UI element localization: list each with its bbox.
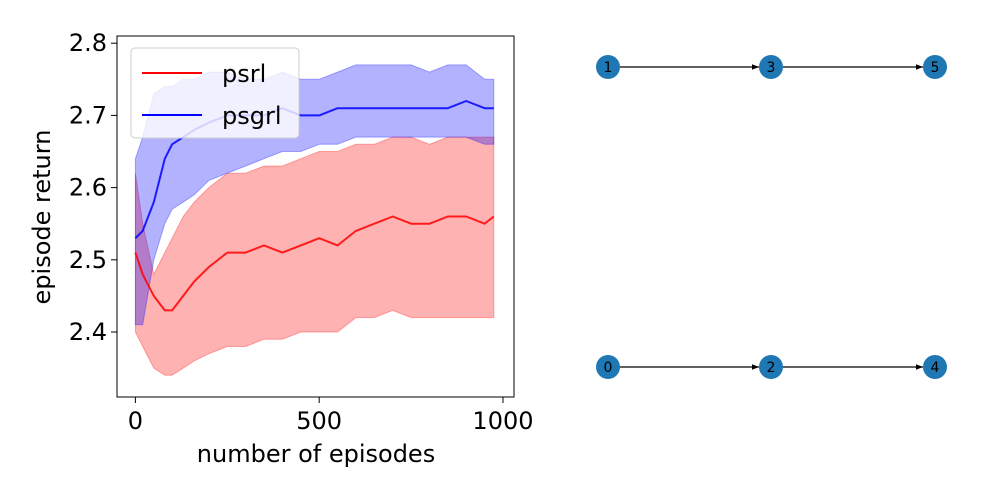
x-tick-label: 1000 — [472, 407, 533, 435]
y-tick-label: 2.4 — [69, 318, 107, 346]
line-chart: 2.4 2.5 2.6 2.7 2.8 0 500 1000 number of episo… — [28, 29, 534, 468]
legend-label-psgrl: psgrl — [222, 102, 282, 130]
y-tick-label: 2.6 — [69, 174, 107, 202]
node-1 — [596, 55, 620, 79]
graph-diagram: 1 3 5 0 2 4 — [596, 55, 947, 379]
x-axis-label: number of episodes — [197, 440, 435, 468]
legend-label-psrl: psrl — [222, 60, 266, 88]
band-psrl — [134, 136, 495, 376]
legend: psrl psgrl — [130, 47, 300, 139]
y-tick-label: 2.5 — [69, 246, 107, 274]
node-0 — [596, 355, 620, 379]
y-axis-label: episode return — [28, 130, 56, 305]
series-line-psrl — [134, 215, 495, 312]
y-tick-label: 2.7 — [69, 101, 107, 129]
node-label-5: 5 — [931, 60, 940, 76]
node-label-2: 2 — [767, 360, 776, 376]
node-2 — [759, 355, 783, 379]
node-label-0: 0 — [604, 360, 613, 376]
graph-nodes: 1 3 5 0 2 4 — [596, 55, 947, 379]
y-tick-label: 2.8 — [69, 29, 107, 57]
x-tick-label: 0 — [128, 407, 143, 435]
node-5 — [923, 55, 947, 79]
node-label-4: 4 — [931, 360, 940, 376]
x-axis: 0 500 1000 — [128, 397, 534, 435]
node-label-1: 1 — [604, 60, 613, 76]
plot-frame — [116, 35, 515, 398]
graph-edges — [620, 64, 923, 370]
node-3 — [759, 55, 783, 79]
x-tick-label: 500 — [296, 407, 342, 435]
y-axis: 2.4 2.5 2.6 2.7 2.8 — [69, 29, 117, 346]
node-4 — [923, 355, 947, 379]
node-label-3: 3 — [767, 60, 776, 76]
